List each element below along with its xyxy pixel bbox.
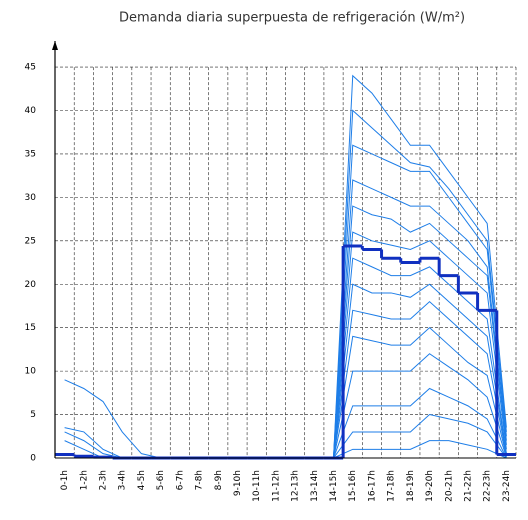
- chart-title: Demanda diaria superpuesta de refrigerac…: [119, 11, 465, 26]
- x-tick-label: 18-19h: [406, 470, 416, 502]
- x-tick-label: 20-21h: [444, 470, 454, 502]
- x-tick-label: 15-16h: [348, 470, 358, 502]
- y-tick-label: 45: [25, 63, 36, 73]
- x-tick-label: 19-20h: [425, 470, 435, 502]
- y-axis-arrow: [52, 41, 58, 50]
- y-tick-label: 15: [25, 323, 36, 333]
- x-tick-label: 4-5h: [137, 470, 147, 490]
- x-tick-label: 0-1h: [60, 470, 70, 490]
- y-tick-label: 40: [25, 106, 37, 116]
- x-tick-label: 3-4h: [118, 470, 128, 490]
- x-tick-label: 23-24h: [502, 470, 512, 502]
- y-tick-label: 25: [25, 236, 36, 246]
- x-tick-label: 5-6h: [156, 470, 166, 490]
- x-tick-label: 14-15h: [329, 470, 339, 502]
- x-tick-label: 6-7h: [175, 470, 185, 490]
- y-tick-label: 20: [25, 280, 37, 290]
- y-tick-label: 5: [30, 410, 36, 420]
- y-tick-label: 35: [25, 149, 36, 159]
- x-tick-label: 21-22h: [463, 470, 473, 502]
- y-tick-label: 10: [25, 367, 37, 377]
- x-tick-label: 11-12h: [271, 470, 281, 502]
- x-tick-label: 2-3h: [99, 470, 109, 490]
- x-tick-label: 13-14h: [310, 470, 320, 502]
- x-tick-label: 10-11h: [252, 470, 262, 502]
- x-tick-label: 9-10h: [233, 470, 243, 496]
- x-tick-label: 8-9h: [214, 470, 224, 490]
- x-tick-label: 17-18h: [387, 470, 397, 502]
- x-tick-label: 16-17h: [367, 470, 377, 502]
- x-tick-label: 7-8h: [195, 470, 205, 490]
- y-tick-label: 30: [25, 193, 37, 203]
- x-tick-label: 22-23h: [483, 470, 493, 502]
- x-tick-label: 1-2h: [79, 470, 89, 490]
- x-tick-label: 12-13h: [291, 470, 301, 502]
- series-line: [64, 414, 507, 459]
- y-tick-label: 0: [30, 454, 36, 464]
